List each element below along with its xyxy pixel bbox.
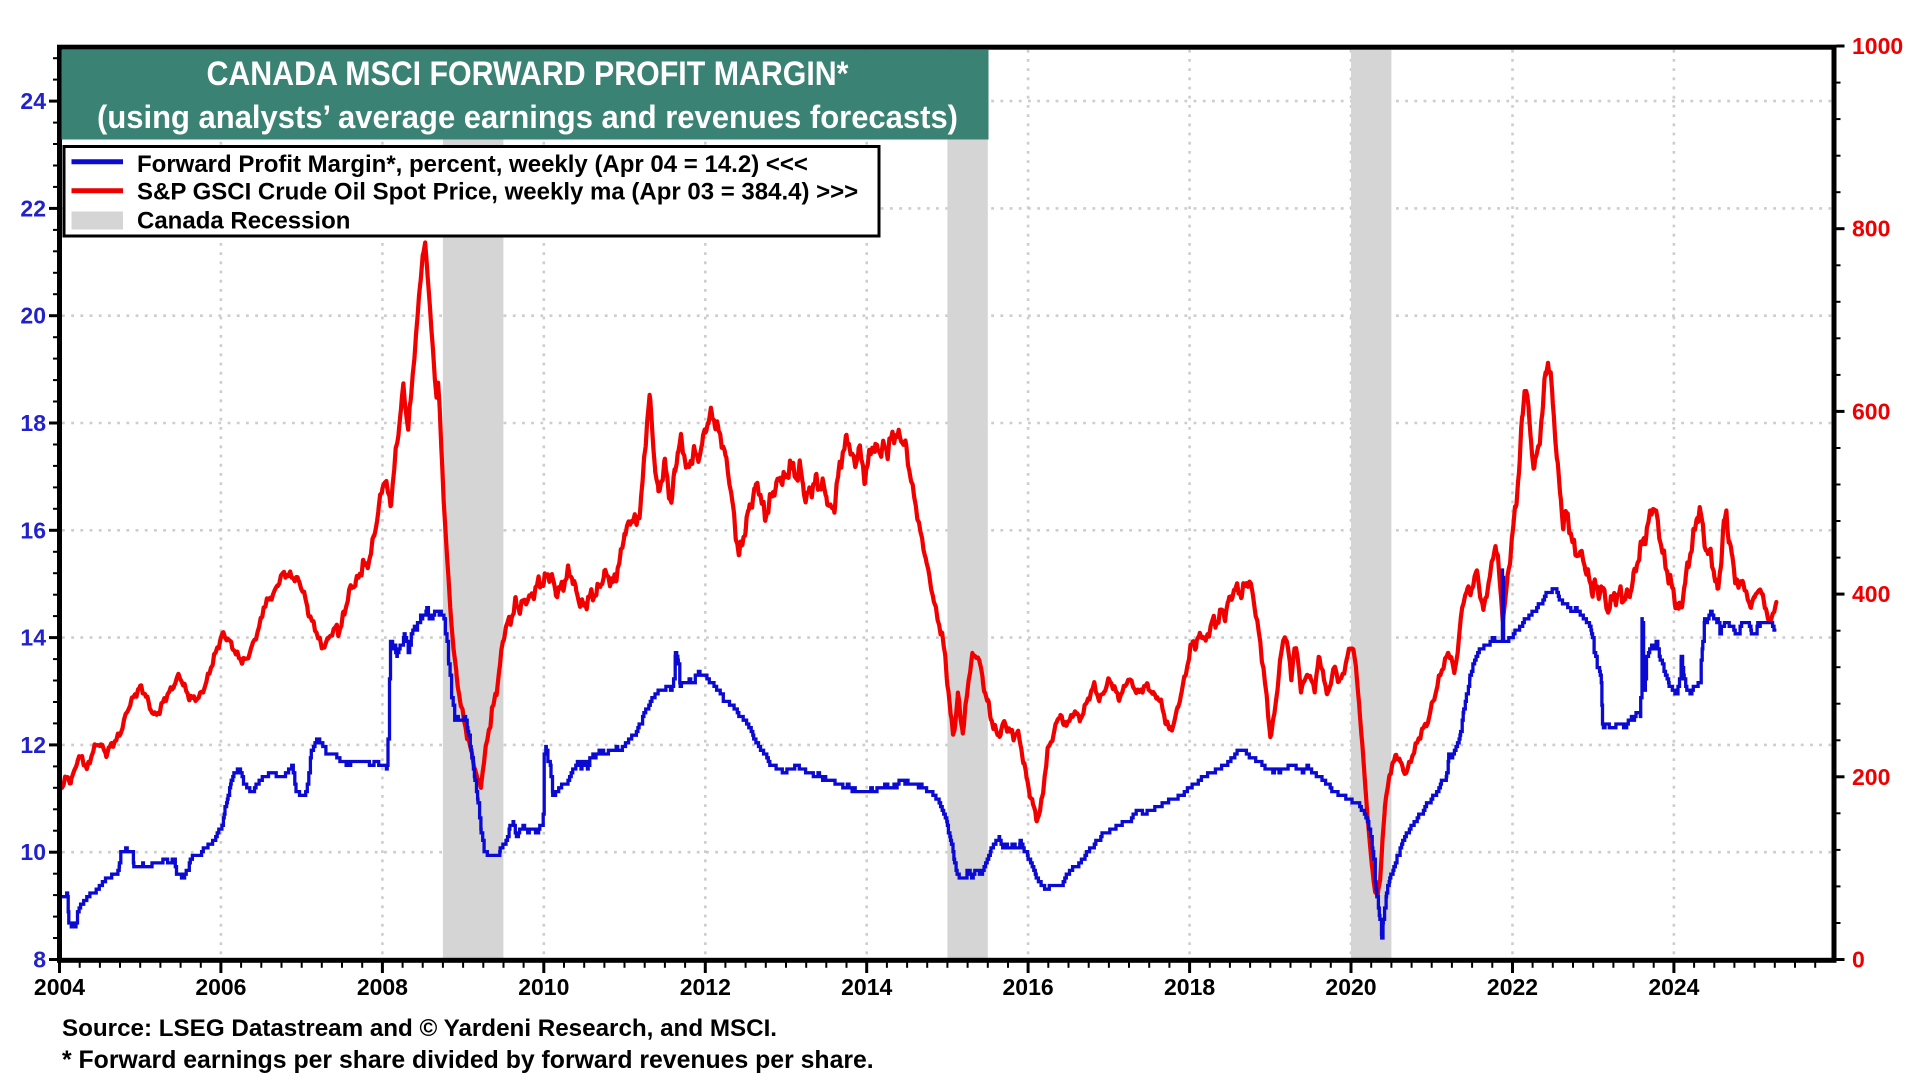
svg-text:(using analysts’ average earni: (using analysts’ average earnings and re… — [97, 99, 958, 135]
svg-text:8: 8 — [33, 947, 46, 973]
svg-text:2012: 2012 — [680, 974, 731, 1000]
svg-text:2006: 2006 — [195, 974, 246, 1000]
svg-text:16: 16 — [20, 517, 46, 543]
svg-text:2008: 2008 — [357, 974, 408, 1000]
svg-text:2020: 2020 — [1325, 974, 1376, 1000]
svg-text:0: 0 — [1852, 947, 1865, 973]
svg-text:2024: 2024 — [1648, 974, 1699, 1000]
svg-text:CANADA MSCI FORWARD PROFIT MAR: CANADA MSCI FORWARD PROFIT MARGIN* — [207, 55, 850, 93]
svg-text:22: 22 — [20, 195, 46, 221]
svg-text:2010: 2010 — [518, 974, 569, 1000]
svg-text:2022: 2022 — [1487, 974, 1538, 1000]
svg-text:2018: 2018 — [1164, 974, 1215, 1000]
svg-text:2004: 2004 — [34, 974, 85, 1000]
svg-text:10: 10 — [20, 839, 46, 865]
svg-text:S&P GSCI Crude Oil Spot Price,: S&P GSCI Crude Oil Spot Price, weekly ma… — [137, 178, 858, 205]
svg-text:18: 18 — [20, 410, 46, 436]
svg-text:600: 600 — [1852, 398, 1890, 424]
svg-text:24: 24 — [20, 88, 46, 114]
svg-text:12: 12 — [20, 732, 46, 758]
svg-text:Forward Profit Margin*, percen: Forward Profit Margin*, percent, weekly … — [137, 151, 808, 178]
svg-text:14: 14 — [20, 625, 46, 651]
svg-text:Canada Recession: Canada Recession — [137, 207, 350, 234]
svg-text:Source: LSEG Datastream and ©: Source: LSEG Datastream and © Yardeni Re… — [62, 1015, 777, 1042]
svg-text:20: 20 — [20, 303, 46, 329]
svg-text:2014: 2014 — [841, 974, 892, 1000]
svg-text:2016: 2016 — [1003, 974, 1054, 1000]
svg-text:400: 400 — [1852, 581, 1890, 607]
svg-text:800: 800 — [1852, 216, 1890, 242]
svg-text:200: 200 — [1852, 764, 1890, 790]
svg-text:1000: 1000 — [1852, 33, 1903, 59]
svg-text:* Forward earnings per share d: * Forward earnings per share divided by … — [62, 1047, 874, 1074]
